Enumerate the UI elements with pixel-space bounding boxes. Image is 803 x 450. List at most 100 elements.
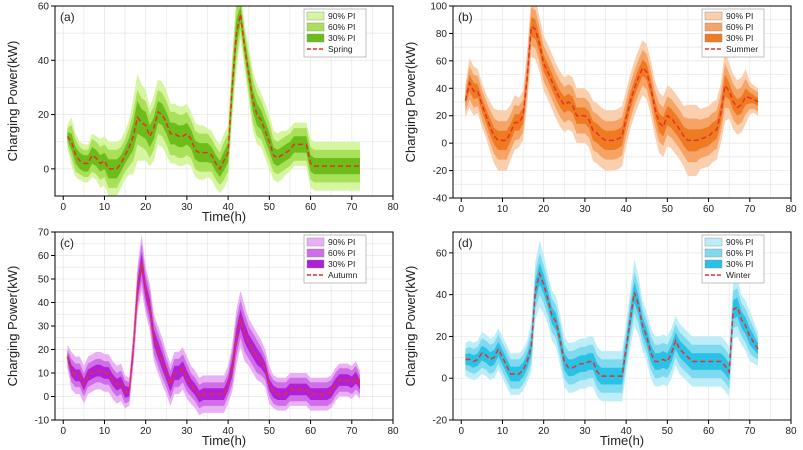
x-tick-label: 10 xyxy=(99,202,111,213)
legend-swatch-pi90 xyxy=(704,237,723,247)
y-tick-label: 0 xyxy=(43,164,49,175)
legend-label: Autumn xyxy=(328,270,358,280)
x-tick-label: 0 xyxy=(458,426,464,437)
band-pi30 xyxy=(67,6,361,179)
legend-label: Winter xyxy=(726,270,751,280)
y-tick-label: -20 xyxy=(433,166,448,177)
legend-label: 90% PI xyxy=(328,11,355,21)
x-tick-label: 50 xyxy=(662,426,674,437)
legend-swatch-pi30 xyxy=(704,33,723,43)
x-tick-label: 80 xyxy=(785,426,797,437)
y-tick-label: 20 xyxy=(38,345,50,356)
y-tick-label: 40 xyxy=(436,290,448,301)
x-tick-label: 70 xyxy=(744,426,756,437)
plot-frame xyxy=(452,5,792,199)
series-line-autumn xyxy=(66,262,361,398)
legend-label: 60% PI xyxy=(328,248,355,258)
band-pi30 xyxy=(67,253,361,403)
x-tick-label: 30 xyxy=(579,426,591,437)
legend-label: Summer xyxy=(726,44,758,54)
x-axis-label: Time(h) xyxy=(600,433,644,448)
panel-label: (c) xyxy=(60,236,74,250)
y-axis-label: Charging Power(kW) xyxy=(403,266,418,387)
x-tick-label: 30 xyxy=(579,204,591,215)
x-tick-label: 40 xyxy=(621,204,633,215)
x-tick-label: 20 xyxy=(538,426,550,437)
x-tick-label: 60 xyxy=(305,426,317,437)
chart-panel-1: 0 10 20 30 40 50 60 70 80 0 20 40 60 Time(h) Charging … xyxy=(5,2,399,225)
legend-swatch-pi90 xyxy=(704,11,723,21)
y-tick-label: 0 xyxy=(43,392,49,403)
x-axis-label: Time(h) xyxy=(202,209,246,224)
legend-swatch-pi30 xyxy=(704,259,723,269)
y-tick-label: 20 xyxy=(436,111,448,122)
y-tick-label: 50 xyxy=(38,275,50,286)
legend-label: Spring xyxy=(328,44,353,54)
x-tick-label: 40 xyxy=(223,202,235,213)
band-pi60 xyxy=(67,6,360,188)
legend-label: 60% PI xyxy=(726,248,753,258)
x-tick-label: 20 xyxy=(140,202,152,213)
legend-label: 90% PI xyxy=(726,11,753,21)
x-tick-label: 50 xyxy=(662,204,674,215)
panel-label: (b) xyxy=(458,10,473,24)
series-line-winter xyxy=(465,271,759,377)
legend-label: 30% PI xyxy=(726,259,753,269)
legend-swatch-pi30 xyxy=(306,33,325,43)
x-tick-label: 50 xyxy=(264,202,276,213)
band-pi60 xyxy=(67,243,361,409)
legend-swatch-pi90 xyxy=(306,237,325,247)
y-tick-label: 60 xyxy=(38,2,50,13)
y-tick-label: 70 xyxy=(38,228,50,239)
x-tick-label: 20 xyxy=(538,204,550,215)
x-tick-label: 70 xyxy=(346,426,358,437)
legend-label: 60% PI xyxy=(328,22,355,32)
x-tick-label: 10 xyxy=(99,426,111,437)
x-tick-label: 80 xyxy=(387,426,399,437)
y-tick-label: 80 xyxy=(436,29,448,40)
y-tick-label: 40 xyxy=(38,298,50,309)
y-tick-label: 10 xyxy=(38,369,50,380)
x-tick-label: 20 xyxy=(140,426,152,437)
legend-swatch-pi90 xyxy=(306,11,325,21)
band-pi30 xyxy=(465,17,758,152)
y-axis-label: Charging Power(kW) xyxy=(5,41,20,162)
y-tick-label: -40 xyxy=(433,194,448,205)
x-tick-label: 70 xyxy=(346,202,358,213)
legend-label: 30% PI xyxy=(328,259,355,269)
x-tick-label: 0 xyxy=(458,204,464,215)
x-tick-label: 0 xyxy=(60,202,66,213)
x-tick-label: 30 xyxy=(181,426,193,437)
y-axis-label: Charging Power(kW) xyxy=(5,266,20,387)
x-tick-label: 60 xyxy=(703,426,715,437)
x-tick-label: 0 xyxy=(60,426,66,437)
chart-panel-4: 0 10 20 30 40 50 60 70 80 -20 0 20 40 60 Time(h) Chargi… xyxy=(403,231,797,448)
x-tick-label: 60 xyxy=(305,202,317,213)
x-tick-label: 80 xyxy=(387,202,399,213)
x-tick-label: 40 xyxy=(223,426,235,437)
panel-label: (a) xyxy=(60,10,75,24)
legend-swatch-pi60 xyxy=(306,248,325,258)
legend-label: 90% PI xyxy=(328,237,355,247)
y-tick-label: 0 xyxy=(441,374,447,385)
x-tick-label: 50 xyxy=(264,426,276,437)
series-line-summer xyxy=(464,25,759,142)
y-tick-label: 20 xyxy=(436,332,448,343)
y-tick-label: 60 xyxy=(38,251,50,262)
legend-label: 90% PI xyxy=(726,237,753,247)
legend-label: 60% PI xyxy=(726,22,753,32)
legend-swatch-pi60 xyxy=(704,22,723,32)
y-tick-label: 40 xyxy=(38,56,50,67)
legend-swatch-pi60 xyxy=(306,22,325,32)
y-tick-label: -20 xyxy=(433,416,448,427)
x-tick-label: 10 xyxy=(497,426,509,437)
series-line-spring xyxy=(66,13,360,171)
x-tick-label: 60 xyxy=(703,204,715,215)
x-tick-label: 10 xyxy=(497,204,509,215)
y-tick-label: 100 xyxy=(430,2,447,13)
panel-label: (d) xyxy=(458,236,473,250)
y-tick-label: 20 xyxy=(38,110,50,121)
